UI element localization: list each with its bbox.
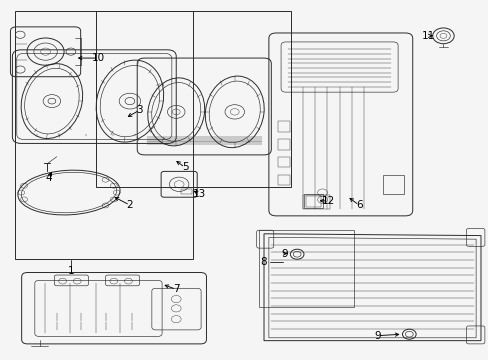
Text: 3: 3 bbox=[136, 105, 142, 115]
Text: 9: 9 bbox=[373, 330, 380, 341]
Text: 10: 10 bbox=[91, 53, 104, 63]
Bar bbox=[259, 230, 353, 307]
Bar bbox=[305, 196, 320, 207]
Text: 9: 9 bbox=[281, 248, 287, 258]
Text: 13: 13 bbox=[193, 189, 206, 199]
Bar bbox=[277, 157, 289, 167]
Bar bbox=[304, 194, 322, 208]
Text: 1: 1 bbox=[68, 266, 75, 276]
Text: 4: 4 bbox=[45, 173, 52, 183]
Bar bbox=[277, 175, 289, 185]
Text: 12: 12 bbox=[321, 196, 334, 206]
Bar bbox=[277, 121, 289, 132]
Text: 11: 11 bbox=[421, 31, 434, 41]
Bar bbox=[303, 195, 329, 210]
Bar bbox=[383, 175, 403, 194]
Text: 2: 2 bbox=[126, 200, 133, 210]
Text: 5: 5 bbox=[182, 162, 188, 172]
Bar bbox=[277, 139, 289, 149]
Text: 8: 8 bbox=[260, 257, 267, 267]
Text: 6: 6 bbox=[355, 200, 362, 210]
Bar bbox=[181, 189, 191, 194]
Text: 7: 7 bbox=[173, 284, 179, 294]
